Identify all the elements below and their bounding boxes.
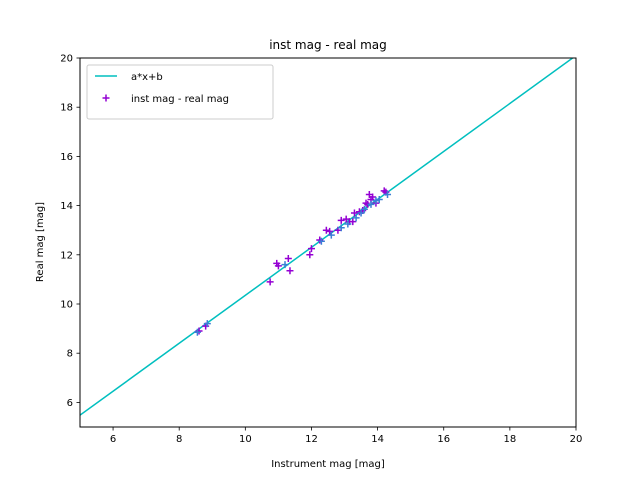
data-point <box>193 328 201 336</box>
data-point <box>349 218 357 226</box>
legend-entry-label: inst mag - real mag <box>131 94 229 105</box>
legend-box <box>86 64 274 120</box>
data-point <box>322 226 330 234</box>
x-tick-label: 16 <box>437 434 450 445</box>
data-point <box>284 254 292 262</box>
data-point <box>274 262 282 270</box>
y-tick-label: 16 <box>60 152 73 163</box>
y-tick-label: 8 <box>67 349 73 360</box>
data-point <box>344 220 352 228</box>
axes: 6 8 10 12 14 16 18 20 6 8 10 12 14 16 18 20 <box>60 54 582 446</box>
data-point <box>286 267 294 275</box>
y-axis-label: Real mag [mag] <box>35 202 46 282</box>
data-point <box>337 224 345 232</box>
data-point <box>326 227 334 235</box>
data-point <box>375 195 383 203</box>
data-point <box>327 231 335 239</box>
data-point <box>350 209 358 217</box>
x-axis-label: Instrument mag [mag] <box>271 459 385 470</box>
y-tick-label: 12 <box>60 250 73 261</box>
data-point <box>281 261 289 269</box>
plot-area <box>80 58 574 416</box>
x-tick-label: 10 <box>239 434 252 445</box>
x-tick-label: 20 <box>570 434 583 445</box>
data-point <box>369 193 377 201</box>
y-tick-label: 6 <box>67 398 73 409</box>
y-tick-label: 14 <box>60 201 73 212</box>
data-point <box>372 197 380 205</box>
axes-frame <box>79 57 577 428</box>
y-tick-label: 18 <box>60 103 73 114</box>
legend-entry-label: a*x+b <box>131 72 163 83</box>
x-tick-label: 8 <box>176 434 182 445</box>
y-tick-label: 10 <box>60 300 73 311</box>
x-tick-label: 14 <box>371 434 384 445</box>
data-point <box>307 245 315 253</box>
x-tick-label: 6 <box>110 434 116 445</box>
data-point <box>306 251 314 259</box>
legend: a*x+b inst mag - real mag <box>86 64 274 120</box>
data-point <box>317 237 325 245</box>
data-point <box>266 278 274 286</box>
data-point <box>352 214 360 222</box>
x-tick-label: 12 <box>305 434 318 445</box>
data-point <box>337 216 345 224</box>
data-point <box>367 200 375 208</box>
x-tick-label: 18 <box>503 434 516 445</box>
data-point <box>384 191 392 199</box>
y-tick-label: 20 <box>60 54 73 65</box>
data-point <box>360 205 368 213</box>
legend-marker-swatch <box>102 94 110 102</box>
chart-title: inst mag - real mag <box>269 38 387 52</box>
data-point <box>203 320 211 328</box>
data-point <box>357 209 365 217</box>
